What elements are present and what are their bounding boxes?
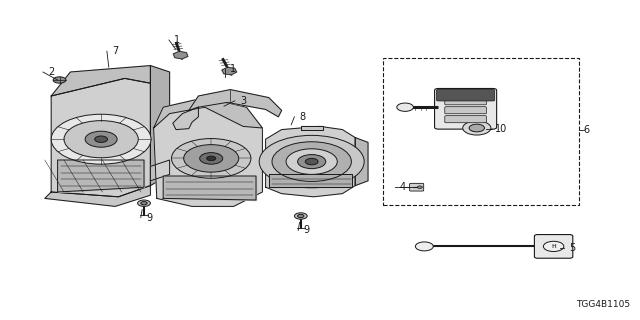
Polygon shape <box>355 138 368 186</box>
Circle shape <box>469 124 484 132</box>
Polygon shape <box>51 78 150 197</box>
Polygon shape <box>173 107 198 130</box>
Circle shape <box>53 77 66 83</box>
FancyBboxPatch shape <box>445 107 486 114</box>
Polygon shape <box>154 98 262 128</box>
Text: 9: 9 <box>303 225 310 236</box>
Circle shape <box>141 202 147 205</box>
Polygon shape <box>150 160 170 181</box>
FancyBboxPatch shape <box>435 88 497 129</box>
Polygon shape <box>266 126 355 197</box>
Polygon shape <box>51 66 150 96</box>
Circle shape <box>294 213 307 219</box>
Circle shape <box>415 242 433 251</box>
Text: 3: 3 <box>240 96 246 106</box>
Polygon shape <box>150 66 170 186</box>
Circle shape <box>138 200 150 206</box>
Polygon shape <box>58 160 144 192</box>
FancyBboxPatch shape <box>534 235 573 258</box>
Text: 2: 2 <box>48 67 54 77</box>
Circle shape <box>272 142 351 181</box>
Circle shape <box>286 149 337 174</box>
Text: 5: 5 <box>570 243 576 253</box>
Bar <box>383 58 579 205</box>
Circle shape <box>85 131 117 147</box>
Text: 1: 1 <box>230 64 237 74</box>
Circle shape <box>259 135 364 188</box>
Circle shape <box>200 153 223 164</box>
Circle shape <box>184 145 239 172</box>
Text: 6: 6 <box>584 124 590 135</box>
Text: 7: 7 <box>112 46 118 56</box>
FancyBboxPatch shape <box>436 89 495 101</box>
Text: 10: 10 <box>495 124 507 134</box>
Text: TGG4B1105: TGG4B1105 <box>576 300 630 309</box>
Polygon shape <box>154 102 262 206</box>
Circle shape <box>64 121 138 158</box>
Text: 4: 4 <box>400 182 406 192</box>
Text: 9: 9 <box>146 212 152 223</box>
Polygon shape <box>173 51 188 59</box>
Text: H: H <box>551 244 556 249</box>
FancyBboxPatch shape <box>445 116 486 123</box>
Circle shape <box>543 241 564 252</box>
Polygon shape <box>222 67 237 75</box>
Circle shape <box>417 186 422 188</box>
Text: 1: 1 <box>174 35 180 45</box>
Circle shape <box>298 214 304 218</box>
Circle shape <box>172 139 251 178</box>
Polygon shape <box>45 186 150 206</box>
Circle shape <box>207 156 216 161</box>
Text: 8: 8 <box>300 112 306 122</box>
Polygon shape <box>163 176 256 200</box>
Circle shape <box>95 136 108 142</box>
Circle shape <box>298 155 326 169</box>
Circle shape <box>305 158 318 165</box>
FancyBboxPatch shape <box>410 183 424 191</box>
Circle shape <box>463 121 491 135</box>
Circle shape <box>397 103 413 111</box>
Polygon shape <box>189 90 282 117</box>
FancyBboxPatch shape <box>445 98 486 105</box>
Circle shape <box>51 114 151 164</box>
Polygon shape <box>301 126 323 130</box>
Polygon shape <box>269 174 352 187</box>
